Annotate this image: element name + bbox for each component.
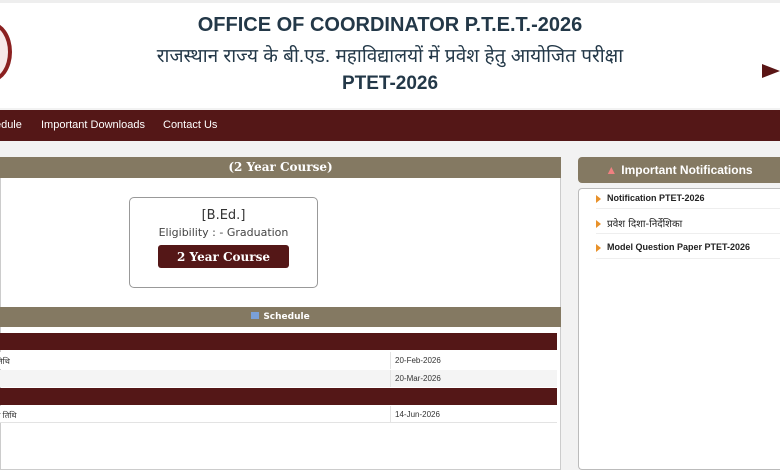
notifications-header: ▲ Important Notifications (578, 157, 780, 183)
divider (596, 258, 780, 259)
schedule-group-header (0, 388, 557, 405)
nav-bar: Schedule Important Downloads Contact Us (0, 110, 780, 141)
bullet-arrow-icon (596, 220, 601, 228)
notifications-panel (578, 188, 780, 470)
nav-important-downloads[interactable]: Important Downloads (41, 119, 145, 131)
course-section-header: (2 Year Course) (0, 157, 561, 178)
divider (596, 233, 780, 234)
schedule-row: तिथि20-Feb-2026 (0, 352, 557, 369)
bullet-arrow-icon (596, 194, 601, 203)
notification-item[interactable]: प्रवेश दिशा-निर्देशिका (596, 216, 780, 230)
schedule-header: Schedule (0, 307, 561, 327)
megaphone-icon: ▲ (605, 163, 618, 177)
divider (596, 208, 780, 209)
schedule-row: 20-Mar-2026 (0, 370, 557, 387)
schedule-title: Schedule (263, 312, 310, 322)
site-header (0, 0, 780, 108)
notification-item[interactable]: Notification PTET-2026 (596, 193, 780, 203)
course-card: [B.Ed.] Eligibility : - Graduation 2 Yea… (129, 197, 318, 288)
ribbon-icon (762, 64, 780, 78)
subtitle: PTET-2026 (341, 73, 439, 94)
schedule-row: न तिथि14-Jun-2026 (0, 406, 557, 423)
calendar-icon (251, 312, 260, 319)
title-hindi: राजस्थान राज्य के बी.एड. महाविद्यालयों म… (156, 46, 624, 67)
course-card-title: [B.Ed.] (201, 208, 246, 223)
eligibility-text: Eligibility : - Graduation (158, 226, 289, 239)
notification-item[interactable]: Model Question Paper PTET-2026 (596, 242, 780, 252)
bullet-arrow-icon (596, 243, 601, 252)
nav-contact-us[interactable]: Contact Us (163, 119, 218, 131)
title-english: OFFICE OF COORDINATOR P.T.E.T.-2026 (197, 14, 583, 36)
nav-schedule[interactable]: Schedule (0, 119, 22, 131)
two-year-course-button[interactable]: 2 Year Course (158, 245, 289, 268)
schedule-group-header (0, 333, 557, 350)
notifications-title: Important Notifications (621, 163, 753, 177)
